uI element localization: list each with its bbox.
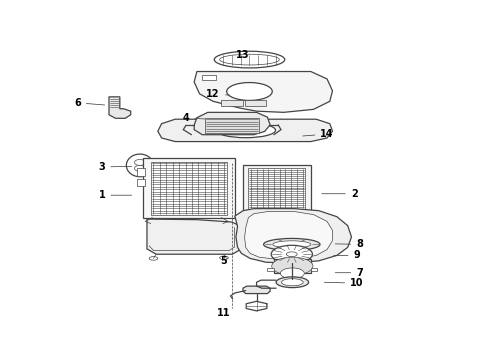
Ellipse shape (126, 154, 153, 177)
Text: 14: 14 (303, 129, 334, 139)
Ellipse shape (281, 279, 303, 286)
Text: 12: 12 (206, 89, 229, 99)
Text: 11: 11 (217, 308, 231, 318)
Bar (137, 168, 146, 176)
Bar (311, 268, 318, 271)
Text: 6: 6 (74, 98, 104, 108)
Bar (205, 118, 259, 132)
Bar (151, 162, 227, 215)
Polygon shape (109, 97, 131, 118)
Ellipse shape (214, 51, 285, 68)
Bar (268, 268, 274, 271)
Ellipse shape (220, 256, 228, 260)
Ellipse shape (273, 241, 311, 248)
Text: 8: 8 (335, 239, 363, 249)
Bar (143, 158, 235, 217)
Ellipse shape (276, 277, 309, 288)
Text: 9: 9 (334, 251, 360, 260)
Text: 5: 5 (220, 256, 227, 266)
Text: 3: 3 (98, 162, 132, 172)
Ellipse shape (280, 268, 304, 279)
Polygon shape (194, 72, 333, 112)
Ellipse shape (271, 245, 313, 263)
Bar (243, 165, 311, 212)
Bar (248, 168, 305, 209)
Ellipse shape (134, 165, 146, 171)
Text: 1: 1 (98, 190, 132, 200)
Polygon shape (194, 112, 270, 135)
Ellipse shape (220, 54, 279, 65)
Text: 4: 4 (183, 113, 205, 123)
Ellipse shape (216, 123, 275, 138)
Ellipse shape (227, 82, 272, 100)
Bar (274, 259, 311, 273)
Text: 10: 10 (324, 278, 364, 288)
Ellipse shape (272, 257, 313, 275)
Text: 2: 2 (322, 189, 358, 199)
Bar (245, 100, 267, 107)
Text: 13: 13 (236, 50, 250, 60)
Polygon shape (235, 209, 351, 263)
Polygon shape (243, 286, 270, 293)
Bar (137, 179, 146, 186)
Ellipse shape (134, 159, 146, 165)
Bar (202, 75, 216, 80)
Bar (221, 100, 243, 107)
Ellipse shape (286, 252, 297, 257)
Polygon shape (158, 119, 333, 141)
Polygon shape (147, 219, 239, 254)
Text: 7: 7 (335, 268, 363, 278)
Ellipse shape (264, 238, 320, 250)
Polygon shape (245, 212, 333, 259)
Ellipse shape (149, 257, 158, 260)
